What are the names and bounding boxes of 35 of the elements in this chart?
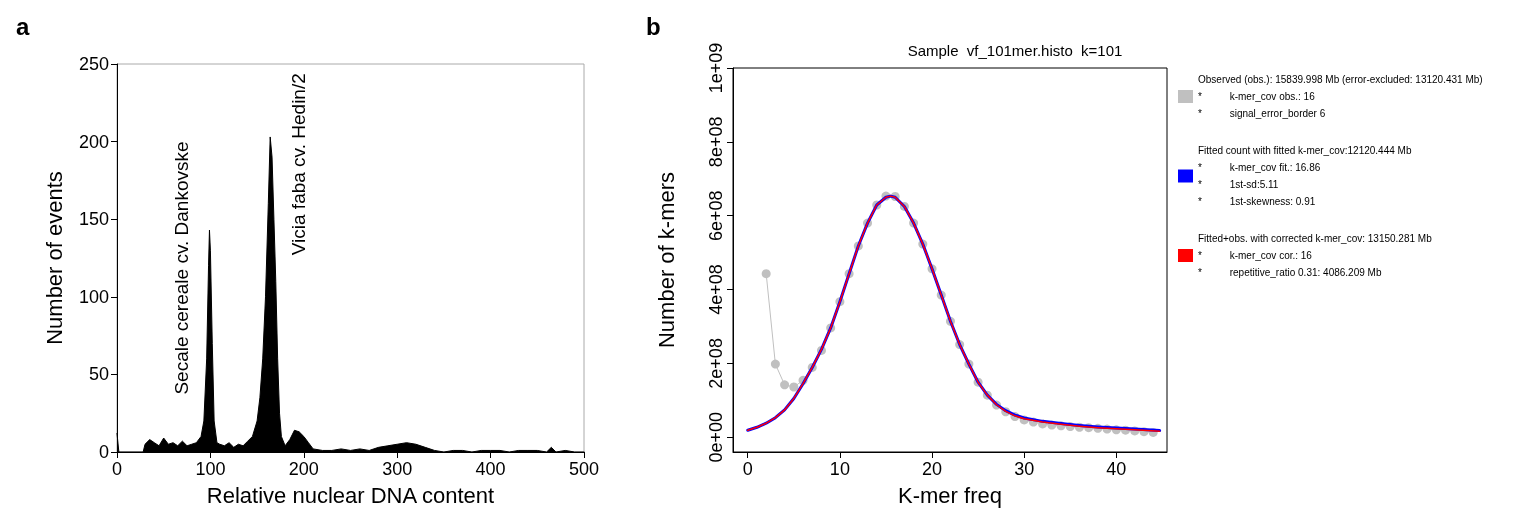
x-axis-title: K-mer freq	[898, 482, 1002, 508]
text: a	[16, 12, 30, 40]
y-tick-label: 0e+00	[706, 411, 726, 463]
x-tick-label: 0	[111, 459, 123, 479]
x-tick-label: 400	[475, 459, 506, 479]
x-tick-label: 500	[568, 459, 600, 479]
x-tick-label: 20	[922, 459, 943, 479]
y-tick-label: 250	[78, 54, 109, 74]
y-tick-label: 6e+08	[706, 190, 726, 241]
y-axis-title: Number of k-mers	[653, 171, 679, 349]
x-axis-title: Relative nuclear DNA content	[206, 482, 495, 508]
y-tick-label: 4e+08	[706, 264, 726, 315]
y-tick-label: 2e+08	[706, 338, 726, 389]
legend-label: Observed (obs.): 15839.998 Mb (error-excluded: 13120.431 Mb) * k-mer_cov obs.: 16 * signal_error_border 6	[1198, 74, 1483, 119]
legend-label: Fitted+obs. with corrected k-mer_cov: 13150.281 Mb * k-mer_cov cor.: 16 * repetitive_ratio 0.31: 4086.209 Mb	[1198, 233, 1433, 278]
legend-label: Fitted count with fitted k-mer_cov:12120.444 Mb * k-mer_cov fit.: 16.86 * 1st-sd:5.11 * 1st-skewness: 0.91	[1198, 145, 1412, 207]
y-tick-label: 50	[88, 364, 109, 385]
x-tick-label: 300	[382, 459, 413, 479]
annotation: Vicia faba cv. Hedin/2	[287, 73, 309, 256]
y-tick-label: 8e+08	[706, 116, 726, 168]
text: b	[646, 12, 661, 40]
x-tick-label: 10	[829, 459, 850, 479]
y-tick-label: 100	[78, 286, 109, 307]
chart-title: Sample vf_101mer.histo k=101	[907, 42, 1123, 59]
annotation: Secale cereale cv. Dankovske	[170, 141, 192, 395]
y-tick-label: 0	[98, 442, 109, 462]
x-tick-label: 100	[195, 459, 226, 479]
y-tick-label: 150	[78, 209, 109, 230]
y-tick-label: 1e+09	[706, 42, 726, 94]
x-tick-label: 40	[1106, 459, 1127, 479]
x-tick-label: 0	[742, 459, 753, 479]
y-tick-label: 200	[78, 131, 109, 152]
y-axis-title: Number of events	[41, 171, 67, 345]
x-tick-label: 30	[1014, 459, 1035, 479]
x-tick-label: 200	[288, 459, 319, 479]
